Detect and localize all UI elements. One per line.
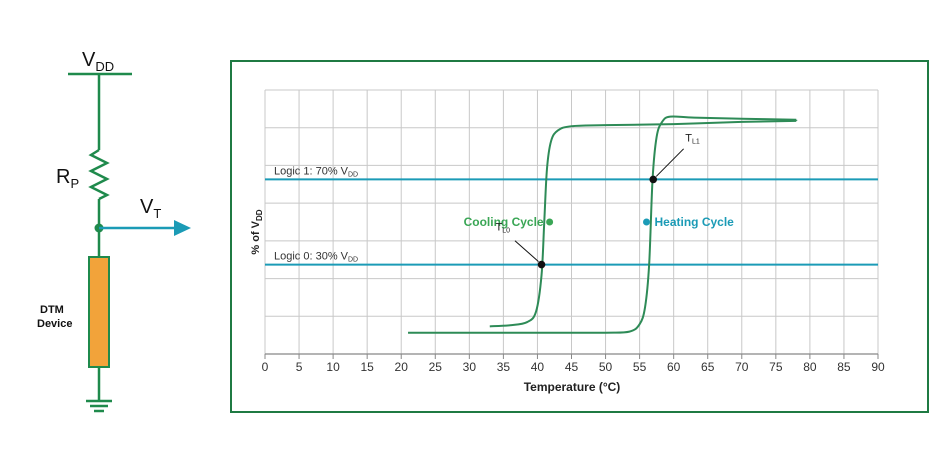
x-tick-label: 55 — [633, 360, 647, 374]
series-line-cooling-cycle — [489, 119, 797, 328]
x-tick-label: 75 — [769, 360, 783, 374]
series-marker-label: Cooling Cycle — [464, 215, 544, 229]
crossing-point — [537, 260, 546, 269]
x-tick-label: 30 — [463, 360, 477, 374]
hysteresis-chart: Logic 1: 70% VDD Logic 0: 30% VDD Cooling… — [250, 89, 885, 394]
x-tick-label: 80 — [803, 360, 817, 374]
x-tick-label: 0 — [262, 360, 269, 374]
x-tick-label: 90 — [871, 360, 885, 374]
x-tick-label: 85 — [837, 360, 851, 374]
x-tick-label: 25 — [429, 360, 443, 374]
y-axis-label: % of VDD — [250, 209, 264, 254]
x-tick-label: 50 — [599, 360, 613, 374]
dtm-device-body — [88, 256, 110, 368]
threshold-label: Logic 1: 70% VDD — [274, 165, 358, 178]
resistor-icon — [88, 148, 110, 201]
rp-label: RP — [56, 166, 79, 191]
crossing-label: TL1 — [685, 132, 700, 145]
ground-icon — [86, 399, 112, 413]
x-tick-label: 65 — [701, 360, 715, 374]
series-markers: Cooling Cycle Heating Cycle — [464, 215, 735, 229]
series-lines — [408, 115, 798, 334]
x-tick-label: 10 — [326, 360, 340, 374]
x-tick-label: 60 — [667, 360, 681, 374]
device-label-line1: DTM — [40, 304, 64, 316]
x-tick-label: 35 — [497, 360, 511, 374]
callout-line — [655, 148, 684, 177]
circuit-schematic: VDD RP VT DTM Device — [37, 49, 191, 413]
crossing-point — [649, 175, 658, 184]
crossing-points: TL1 TL0 — [496, 132, 700, 269]
device-label-line2: Device — [37, 318, 72, 330]
series-marker-dot — [546, 218, 554, 226]
x-tick-label: 5 — [296, 360, 303, 374]
x-tick-label: 40 — [531, 360, 545, 374]
series-marker-dot — [643, 218, 651, 226]
arrow-right-icon — [174, 220, 191, 236]
threshold-label: Logic 0: 30% VDD — [274, 251, 358, 264]
x-tick-label: 20 — [395, 360, 409, 374]
x-tick-label: 70 — [735, 360, 749, 374]
series-line-heating-cycle — [408, 115, 797, 334]
x-tick-label: 45 — [565, 360, 579, 374]
vt-label: VT — [140, 196, 161, 221]
vdd-label: VDD — [82, 49, 114, 74]
crossing-label: TL0 — [496, 222, 511, 235]
threshold-lines: Logic 1: 70% VDD Logic 0: 30% VDD — [265, 165, 878, 266]
x-tick-label: 15 — [360, 360, 374, 374]
x-axis-label: Temperature (°C) — [524, 380, 621, 394]
callout-line — [514, 240, 539, 262]
series-marker-label: Heating Cycle — [655, 215, 735, 229]
x-tick-labels: 0 5 10 15 20 25 30 35 40 45 50 55 60 65 70 75 80 85 90 — [262, 354, 885, 374]
